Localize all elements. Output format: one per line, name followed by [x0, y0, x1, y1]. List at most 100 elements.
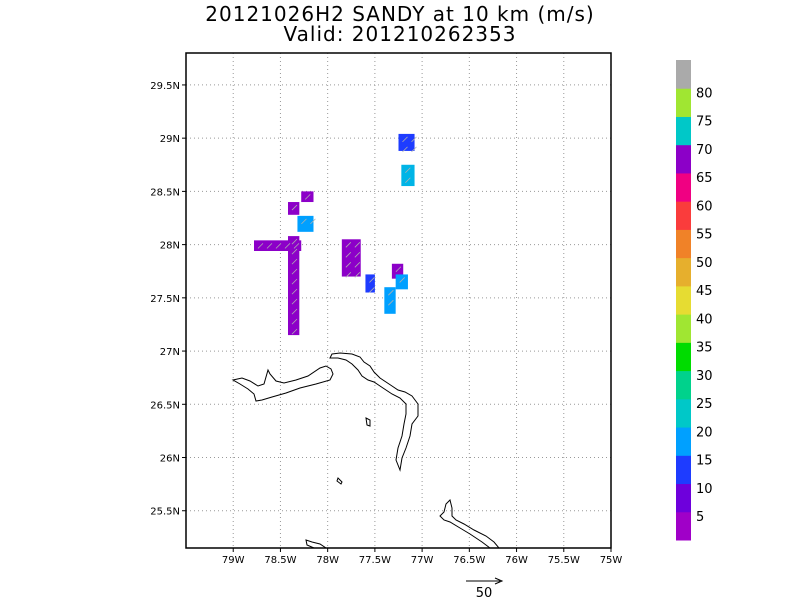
- x-tick-label: 78.5W: [264, 555, 296, 566]
- wind-vector: [291, 204, 298, 211]
- wind-vector: [354, 262, 361, 268]
- colorbar-label: 30: [696, 369, 713, 384]
- wind-vector: [291, 298, 298, 305]
- wind-vector: [345, 252, 352, 258]
- colorbar-label: 45: [696, 284, 713, 299]
- wind-vector: [291, 308, 298, 315]
- colorbar: 5 10 15 20 25 30 35 40 45 50 55 60 65 70 75 80: [676, 60, 713, 541]
- wind-vector: [354, 242, 361, 248]
- x-tick-label: 77.5W: [359, 555, 391, 566]
- wind-cell: [288, 236, 300, 336]
- colorbar-label: 5: [696, 510, 704, 525]
- wind-vector: [291, 328, 298, 335]
- reference-vector-label: 50: [476, 586, 493, 600]
- wind-vector: [411, 146, 417, 153]
- colorbar-label: 60: [696, 199, 713, 214]
- wind-vectors: [257, 136, 417, 335]
- wind-vector: [345, 272, 352, 278]
- colorbar-label: 10: [696, 482, 713, 497]
- wind-vector: [301, 218, 307, 225]
- colorbar-segment: [676, 427, 691, 456]
- y-tick-label: 29N: [160, 134, 180, 145]
- wind-vector: [399, 277, 405, 283]
- wind-vector: [304, 194, 311, 200]
- wind-cell: [341, 239, 361, 277]
- colorbar-label: 65: [696, 171, 713, 186]
- wind-vector: [369, 287, 375, 293]
- colorbar-segment: [676, 172, 691, 202]
- plot-area: [186, 53, 611, 548]
- wind-vector: [405, 167, 411, 174]
- colorbar-segment: [676, 370, 691, 400]
- wind-vector: [291, 258, 298, 265]
- colorbar-label: 15: [696, 454, 713, 469]
- colorbar-segment: [676, 314, 691, 343]
- x-tick-label: 77W: [411, 555, 434, 566]
- wind-vector: [293, 243, 300, 249]
- wind-vector: [395, 266, 402, 273]
- x-tick-label: 78W: [316, 555, 339, 566]
- wind-vector: [291, 288, 298, 295]
- colorbar-label: 50: [696, 256, 713, 271]
- colorbar-segment: [676, 285, 691, 315]
- wind-vector: [291, 318, 298, 325]
- colorbar-segment: [676, 201, 691, 230]
- x-tick-label: 76.5W: [453, 555, 485, 566]
- wind-cell: [401, 164, 415, 187]
- wind-vector: [354, 252, 361, 258]
- colorbar-label: 35: [696, 341, 713, 356]
- x-tick-label: 75.5W: [548, 555, 580, 566]
- chart-title: 20121026H2 SANDY at 10 km (m/s): [205, 2, 595, 26]
- wind-vector: [388, 289, 394, 296]
- colorbar-segment: [676, 342, 691, 372]
- x-tick-label: 76W: [505, 555, 528, 566]
- x-tick-label: 75W: [600, 555, 623, 566]
- wind-vector: [354, 272, 361, 278]
- colorbar-label: 70: [696, 143, 713, 158]
- colorbar-segment: [676, 229, 691, 259]
- wind-vector: [257, 243, 264, 249]
- colorbar-label: 20: [696, 425, 713, 440]
- colorbar-segment: [676, 144, 691, 174]
- wind-cell: [384, 287, 396, 314]
- wind-vector: [402, 146, 408, 153]
- wind-vector: [345, 262, 352, 268]
- y-axis: 25.5N 26N 26.5N 27N 27.5N 28N 28.5N 29N 29.5N: [150, 81, 186, 518]
- colorbar-segment: [676, 88, 691, 117]
- colorbar-segment: [676, 511, 691, 541]
- colorbar-segment: [676, 483, 691, 513]
- wind-cell: [395, 274, 408, 290]
- coastline: [231, 352, 501, 549]
- wind-cell: [391, 263, 404, 279]
- colorbar-segment: [676, 116, 691, 146]
- colorbar-segment: [676, 60, 691, 89]
- y-tick-label: 25.5N: [150, 507, 180, 518]
- wind-cell: [398, 133, 415, 151]
- wind-vector: [388, 299, 394, 306]
- wind-vector: [291, 248, 298, 255]
- wind-cell: [365, 274, 375, 293]
- wind-cell: [254, 240, 302, 251]
- colorbar-label: 40: [696, 312, 713, 327]
- wind-vector: [275, 243, 282, 249]
- x-tick-label: 79W: [222, 555, 245, 566]
- wind-vector: [284, 243, 291, 249]
- colorbar-label: 25: [696, 397, 713, 412]
- chart-subtitle: Valid: 201210262353: [283, 22, 517, 46]
- y-tick-label: 27N: [160, 347, 180, 358]
- y-tick-label: 28N: [160, 241, 180, 252]
- colorbar-segment: [676, 455, 691, 485]
- y-tick-label: 29.5N: [150, 81, 180, 92]
- colorbar-segment: [676, 398, 691, 428]
- wind-vector: [291, 268, 298, 275]
- y-tick-label: 26.5N: [150, 400, 180, 411]
- colorbar-label: 55: [696, 228, 713, 243]
- wind-vector: [291, 278, 298, 285]
- colorbar-label: 80: [696, 86, 713, 101]
- wind-vector: [405, 177, 411, 184]
- y-tick-label: 28.5N: [150, 187, 180, 198]
- wind-vector: [291, 238, 298, 245]
- wind-vector: [345, 242, 352, 248]
- colorbar-segment: [676, 257, 691, 287]
